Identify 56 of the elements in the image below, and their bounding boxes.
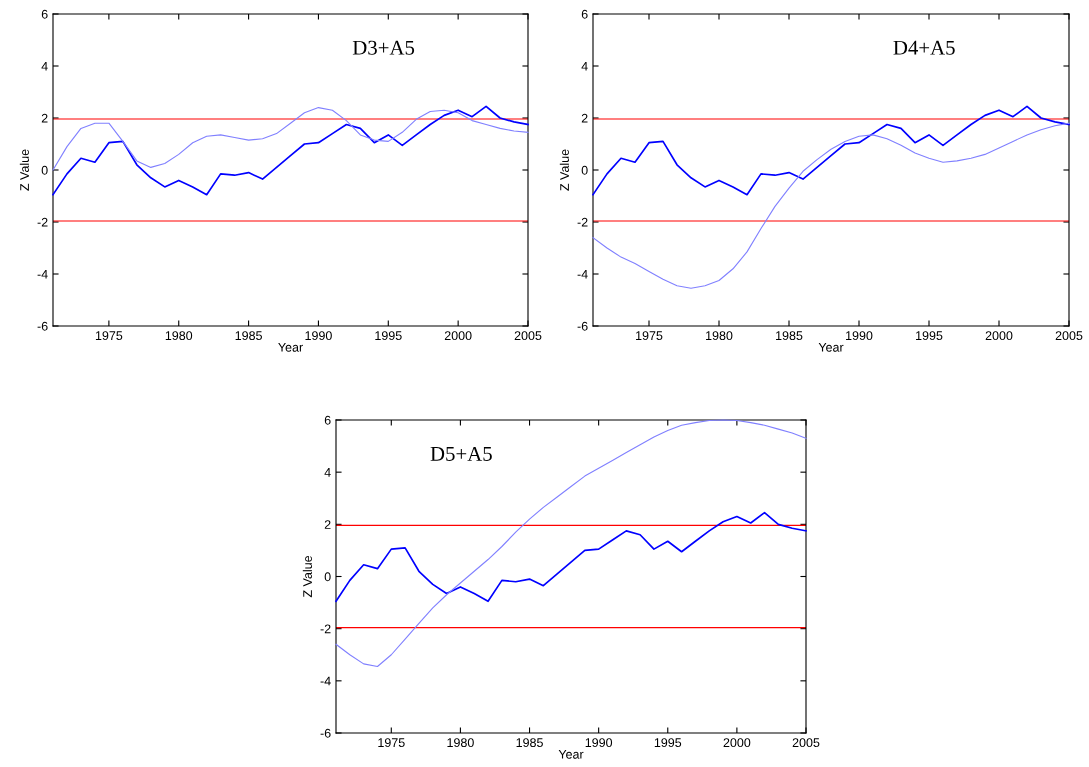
x-tick-label: 1985 <box>516 738 543 748</box>
x-tick-label: 1975 <box>378 738 405 748</box>
line-series <box>335 511 807 603</box>
line-series <box>52 105 529 196</box>
x-tick-label: 1980 <box>706 331 733 341</box>
y-tick-label: -6 <box>577 321 588 331</box>
line-series <box>592 105 1070 196</box>
y-tick-label: 6 <box>41 9 48 19</box>
y-tick-label: 0 <box>41 165 48 175</box>
y-axis-title: Z Value <box>559 149 569 191</box>
y-tick-label: 6 <box>324 415 331 425</box>
y-tick-label: 2 <box>324 520 331 529</box>
y-tick-label: -2 <box>37 217 48 227</box>
x-tick-label: 1990 <box>585 738 613 748</box>
y-tick-label: -4 <box>320 676 331 686</box>
x-tick-label: 1990 <box>305 331 332 341</box>
y-tick-label: -6 <box>37 321 48 331</box>
y-tick-label: -4 <box>577 269 588 279</box>
y-tick-label: 2 <box>41 113 48 123</box>
y-tick-label: -2 <box>320 624 331 634</box>
x-tick-label: 2005 <box>1055 331 1083 341</box>
x-tick-label: 1980 <box>165 331 193 341</box>
y-tick-label: 4 <box>581 61 588 71</box>
annotation: D3+A5 <box>352 40 415 55</box>
x-axis-title: Year <box>818 342 844 352</box>
y-tick-label: 4 <box>324 468 331 477</box>
y-axis-title: Z Value <box>19 149 29 191</box>
x-tick-label: 1995 <box>375 331 402 341</box>
x-axis-title: Year <box>278 342 303 352</box>
annotation: D4+A5 <box>893 40 955 55</box>
x-tick-label: 1985 <box>235 331 262 341</box>
y-tick-label: 6 <box>581 9 588 19</box>
x-tick-label: 1980 <box>447 738 474 748</box>
y-tick-label: 2 <box>581 113 588 123</box>
x-tick-label: 1985 <box>776 331 803 341</box>
x-tick-label: 2005 <box>514 331 542 341</box>
x-tick-label: 1995 <box>916 331 943 341</box>
y-tick-label: 4 <box>41 61 48 71</box>
annotation: D5+A5 <box>430 446 492 461</box>
x-tick-label: 2000 <box>985 331 1013 341</box>
x-axis-title: Year <box>558 749 584 759</box>
y-tick-label: -2 <box>577 217 588 227</box>
x-tick-label: 1995 <box>654 738 682 748</box>
x-tick-label: 1975 <box>95 331 123 341</box>
x-tick-label: 2000 <box>723 738 751 748</box>
line-series <box>52 107 529 171</box>
line-series <box>592 122 1070 289</box>
y-tick-label: 0 <box>581 165 588 175</box>
x-tick-label: 1990 <box>846 331 873 341</box>
x-tick-label: 2005 <box>792 738 820 748</box>
y-tick-label: 0 <box>324 572 331 582</box>
x-tick-label: 2000 <box>444 331 472 341</box>
y-tick-label: -4 <box>37 269 48 279</box>
x-tick-label: 1975 <box>636 331 663 341</box>
y-tick-label: -6 <box>320 728 331 738</box>
y-axis-title: Z Value <box>302 555 312 598</box>
